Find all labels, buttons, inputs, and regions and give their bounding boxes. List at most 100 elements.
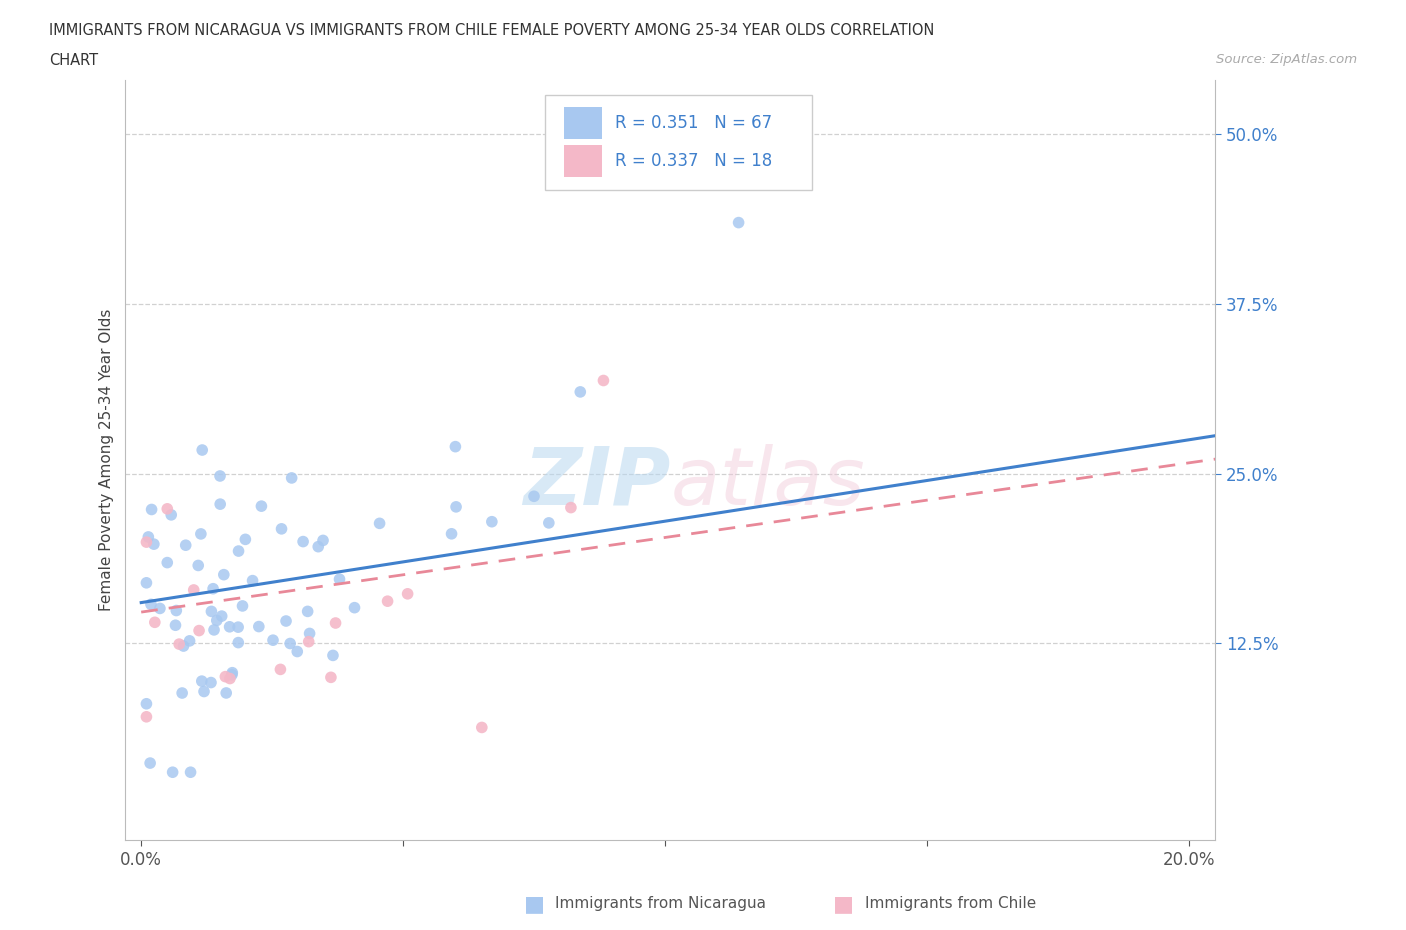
Point [298, 634, 321, 649]
Point [569, 384, 592, 399]
Point [274, 614, 297, 629]
Point [322, 648, 344, 663]
Point [165, 618, 187, 632]
Point [481, 514, 503, 529]
Text: Immigrants from Nicaragua: Immigrants from Nicaragua [555, 897, 766, 911]
FancyBboxPatch shape [546, 95, 813, 191]
Point [205, 613, 228, 628]
Text: Source: ZipAtlas.com: Source: ZipAtlas.com [1216, 53, 1357, 66]
Point [209, 497, 232, 512]
Text: IMMIGRANTS FROM NICARAGUA VS IMMIGRANTS FROM CHILE FEMALE POVERTY AMONG 25-34 YE: IMMIGRANTS FROM NICARAGUA VS IMMIGRANTS … [49, 23, 935, 38]
Point [319, 670, 342, 684]
Point [377, 593, 399, 608]
Point [727, 215, 749, 230]
Text: ■: ■ [524, 894, 544, 914]
Point [560, 500, 582, 515]
Text: R = 0.351   N = 67: R = 0.351 N = 67 [614, 114, 772, 132]
Point [269, 662, 291, 677]
Point [219, 671, 242, 686]
Point [235, 532, 257, 547]
Point [292, 534, 315, 549]
Y-axis label: Female Poverty Among 25-34 Year Olds: Female Poverty Among 25-34 Year Olds [100, 309, 114, 611]
Point [200, 675, 222, 690]
Point [343, 600, 366, 615]
Point [312, 533, 335, 548]
Point [183, 582, 205, 597]
Point [200, 604, 222, 618]
Point [143, 615, 166, 630]
Point [242, 573, 264, 588]
Point [135, 576, 157, 591]
Point [156, 501, 179, 516]
Point [221, 665, 243, 680]
Point [135, 697, 157, 711]
Point [202, 622, 225, 637]
Point [162, 764, 184, 779]
Point [444, 499, 467, 514]
Point [325, 616, 347, 631]
Point [135, 535, 157, 550]
Point [149, 601, 172, 616]
Point [262, 632, 284, 647]
Point [138, 529, 160, 544]
Point [270, 522, 292, 537]
Point [142, 537, 165, 551]
Point [444, 439, 467, 454]
Point [202, 581, 225, 596]
Point [167, 637, 190, 652]
Point [440, 526, 463, 541]
Point [174, 538, 197, 552]
Point [160, 508, 183, 523]
Point [471, 720, 494, 735]
Point [173, 639, 195, 654]
Point [221, 668, 243, 683]
FancyBboxPatch shape [564, 108, 602, 140]
Point [215, 685, 238, 700]
Point [193, 684, 215, 699]
Point [297, 604, 319, 618]
Point [218, 619, 240, 634]
Point [592, 373, 614, 388]
Point [523, 489, 546, 504]
Point [188, 623, 211, 638]
Point [285, 644, 308, 659]
Text: ■: ■ [834, 894, 853, 914]
Point [180, 764, 202, 779]
Point [156, 555, 179, 570]
Text: Immigrants from Chile: Immigrants from Chile [865, 897, 1036, 911]
Point [191, 443, 214, 458]
Point [211, 608, 233, 623]
Point [226, 619, 249, 634]
Point [135, 710, 157, 724]
FancyBboxPatch shape [564, 145, 602, 178]
Point [226, 635, 249, 650]
Point [298, 626, 321, 641]
Point [214, 670, 236, 684]
Point [187, 558, 209, 573]
Point [247, 619, 270, 634]
Point [139, 597, 162, 612]
Point [141, 502, 163, 517]
Point [278, 636, 301, 651]
Point [328, 572, 350, 587]
Point [396, 587, 419, 602]
Point [208, 469, 231, 484]
Point [191, 673, 214, 688]
Point [179, 633, 201, 648]
Point [212, 567, 235, 582]
Text: atlas: atlas [671, 444, 865, 522]
Point [231, 599, 253, 614]
Point [250, 498, 273, 513]
Point [139, 756, 162, 771]
Point [368, 516, 391, 531]
Text: ZIP: ZIP [523, 444, 671, 522]
Point [165, 603, 187, 618]
Point [172, 685, 194, 700]
Text: R = 0.337   N = 18: R = 0.337 N = 18 [614, 153, 772, 170]
Text: CHART: CHART [49, 53, 98, 68]
Point [537, 515, 560, 530]
Point [280, 471, 302, 485]
Point [228, 544, 250, 559]
Point [190, 526, 212, 541]
Point [307, 539, 329, 554]
